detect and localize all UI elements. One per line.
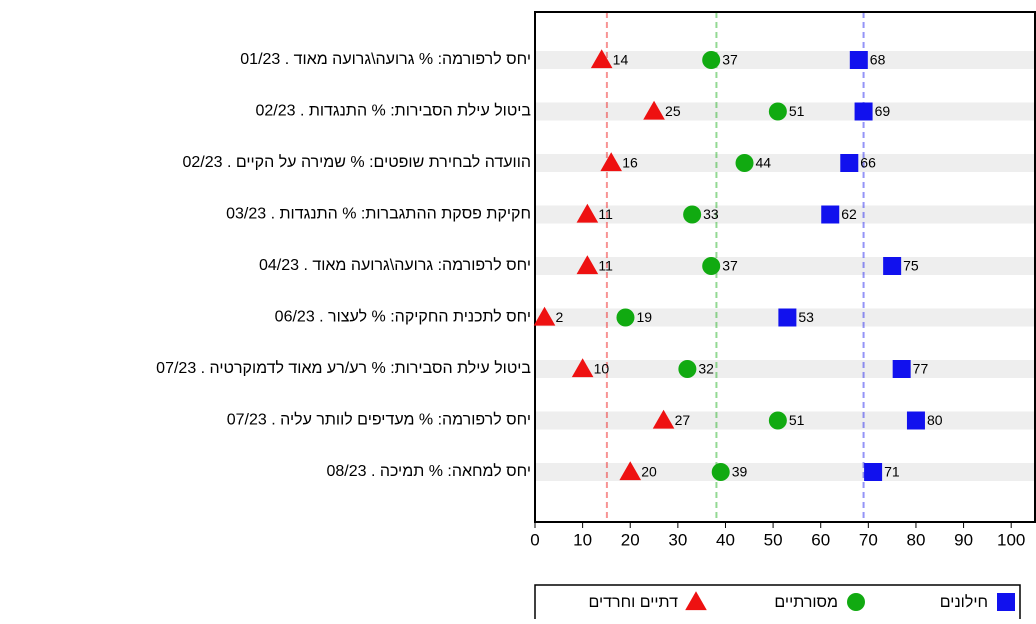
data-label: 51: [789, 103, 805, 119]
data-label: 10: [594, 361, 610, 377]
category-label: ביטול עילת הסבירות: % התנגדות . 02/23: [255, 102, 531, 120]
x-tick-label: 90: [954, 530, 973, 549]
data-label: 11: [598, 258, 613, 274]
marker: [768, 411, 787, 430]
category-label: חקיקת פסקת ההתגברות: % התנגדות . 03/23: [226, 206, 531, 223]
data-label: 11: [598, 206, 613, 222]
marker: [643, 100, 665, 120]
marker: [840, 154, 859, 172]
data-label: 16: [622, 155, 638, 171]
data-label: 33: [703, 206, 719, 222]
marker: [576, 203, 599, 223]
category-label: יחס למחאה: % תמיכה . 08/23: [326, 462, 531, 480]
x-tick-label: 100: [997, 530, 1025, 549]
data-label: 71: [884, 464, 900, 480]
row-band: [535, 154, 1035, 172]
category-label: יחס לרפורמה: גרועה\גרועה מאוד . 04/23: [259, 256, 531, 274]
marker: [883, 257, 902, 275]
data-label: 62: [841, 206, 857, 222]
x-tick-label: 10: [573, 530, 592, 549]
marker: [892, 360, 911, 378]
row-band: [535, 360, 1035, 378]
marker: [849, 51, 868, 69]
marker: [906, 411, 925, 430]
legend-label: דתיים וחרדים: [588, 594, 678, 611]
data-label: 27: [675, 412, 691, 428]
data-label: 20: [641, 464, 657, 480]
legend-marker: [685, 591, 707, 611]
x-tick-label: 70: [859, 530, 878, 549]
marker: [854, 102, 873, 121]
x-tick-label: 0: [530, 530, 539, 549]
marker: [683, 205, 702, 224]
marker: [616, 308, 635, 327]
plot-frame: [534, 11, 1036, 523]
category-label: ביטול עילת הסבירות: % רע/רע מאוד לדמוקרט…: [156, 359, 531, 377]
x-tick-label: 20: [621, 530, 640, 549]
data-label: 25: [665, 103, 681, 119]
data-label: 19: [636, 309, 652, 325]
x-tick-label: 30: [668, 530, 687, 549]
data-label: 37: [722, 258, 738, 274]
marker: [533, 306, 556, 326]
data-label: 37: [722, 52, 738, 68]
data-label: 53: [798, 309, 814, 325]
category-label: יחס לרפורמה: % מעדיפים לוותר עליה . 07/2…: [227, 411, 531, 429]
marker: [778, 308, 797, 327]
category-label: יחס לתכנית החקיקה: % לעצור . 06/23: [275, 308, 531, 326]
legend-label: מסורתיים: [774, 594, 838, 611]
marker: [590, 49, 613, 69]
marker: [711, 463, 730, 481]
data-label: 32: [698, 361, 714, 377]
data-label: 51: [789, 412, 805, 428]
data-label: 2: [556, 309, 564, 325]
marker: [768, 102, 787, 121]
x-tick-label: 40: [716, 530, 735, 549]
x-tick-label: 60: [811, 530, 830, 549]
data-label: 68: [870, 52, 886, 68]
marker: [576, 255, 599, 275]
legend-marker: [997, 593, 1015, 611]
marker: [735, 154, 754, 172]
marker: [678, 360, 697, 378]
row-band: [535, 51, 1035, 69]
data-label: 66: [860, 155, 876, 171]
marker: [652, 409, 675, 429]
marker: [619, 461, 642, 481]
x-tick-label: 80: [906, 530, 925, 549]
row-band: [535, 205, 1035, 224]
marker: [702, 257, 721, 275]
marker: [702, 51, 721, 69]
legend-marker: [847, 593, 865, 611]
row-band: [535, 257, 1035, 275]
category-label: יחס לרפורמה: % גרועה\גרועה מאוד . 01/23: [240, 50, 531, 68]
legend-box: [534, 584, 1021, 624]
data-label: 39: [732, 464, 748, 480]
data-label: 69: [875, 103, 891, 119]
data-label: 80: [927, 412, 943, 428]
marker: [864, 463, 883, 481]
category-label: הוועדה לבחירת שופטים: % שמירה על הקיים .…: [182, 153, 531, 171]
x-tick-label: 50: [764, 530, 783, 549]
data-label: 14: [613, 52, 629, 68]
row-band: [535, 463, 1035, 481]
marker: [571, 358, 594, 378]
data-label: 44: [756, 155, 772, 171]
data-label: 77: [913, 361, 929, 377]
data-label: 75: [903, 258, 919, 274]
marker: [821, 205, 840, 224]
marker: [600, 152, 622, 172]
legend-label: חילונים: [940, 593, 988, 611]
